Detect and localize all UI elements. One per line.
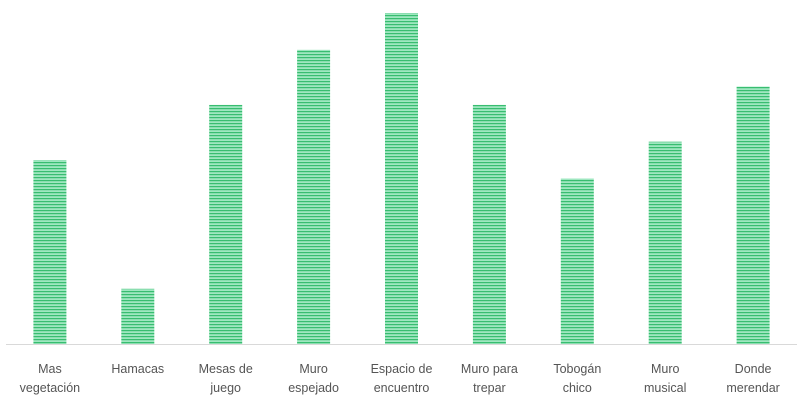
category-label-line: merendar [726,381,780,395]
category-label-line: Muro para [461,362,518,376]
bar [648,141,682,344]
bar [385,13,418,344]
category-label-line: Espacio de [371,362,433,376]
category-label-line: Hamacas [111,362,164,376]
category-label-line: Muro [651,362,680,376]
bar [297,49,331,345]
bar [209,104,243,345]
bar [560,178,594,344]
bar [472,104,506,345]
category-label-line: Mas [38,362,62,376]
category-label-line: trepar [473,381,506,395]
category-label: Muro espejado [288,362,339,395]
category-label: Donde merendar [726,362,780,395]
category-label: Hamacas [111,362,164,376]
category-label-line: Donde [735,362,772,376]
category-label-line: Tobogán [553,362,601,376]
bar [736,86,770,344]
category-label-line: musical [644,381,686,395]
category-label: Mesas de juego [199,362,253,395]
category-label: Muro musical [644,362,686,395]
category-label-line: Mesas de [199,362,253,376]
category-label: Muro para trepar [461,362,518,395]
category-label: Mas vegetación [20,362,81,395]
category-label: Tobogán chico [553,362,601,395]
category-label-line: espejado [288,381,339,395]
bar [33,160,67,344]
category-label: Espacio de encuentro [371,362,433,395]
bar [121,288,155,344]
category-label-line: vegetación [20,381,81,395]
category-label-line: Muro [299,362,328,376]
category-label-line: encuentro [374,381,430,395]
category-label-line: chico [563,381,592,395]
category-label-line: juego [209,381,241,395]
category-labels-group: Mas vegetación Hamacas Mesas de juego Muro esp… [20,362,780,395]
bars-group [33,13,770,345]
